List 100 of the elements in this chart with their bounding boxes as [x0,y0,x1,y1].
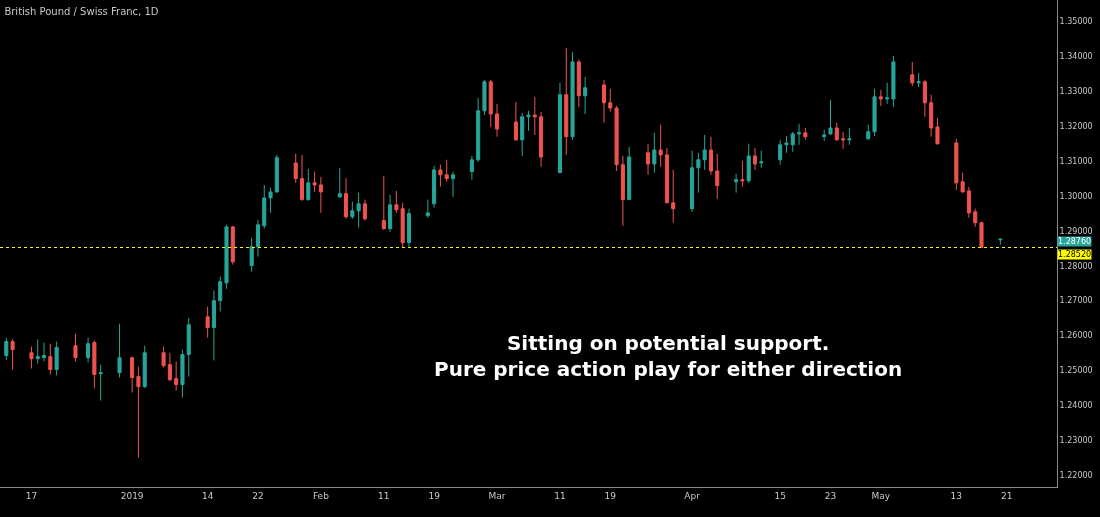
candlestick [614,105,619,172]
candlestick [92,340,97,389]
candlestick [381,175,386,231]
candlestick [910,61,915,87]
candlestick [620,155,625,227]
candlestick [878,89,883,107]
candlestick [54,341,59,376]
candlestick [916,72,921,88]
candlestick [293,153,298,184]
y-tick-label: 1.25000 [1059,366,1093,376]
candlestick [841,131,846,150]
candlestick [746,143,751,184]
candlestick [73,333,78,362]
candlestick [230,225,235,266]
candlestick [167,352,172,382]
y-tick-label: 1.35000 [1059,16,1093,26]
candlestick [885,82,890,105]
candlestick [740,160,745,188]
candlestick [174,360,179,392]
candlestick [734,173,739,194]
candlestick [627,146,632,201]
candlestick [48,343,53,375]
x-tick-label: 17 [25,490,38,501]
candlestick [576,59,581,108]
x-tick-label: 19 [604,490,617,501]
candlestick [526,110,531,132]
x-tick-label: 11 [378,490,390,501]
candlestick [180,349,185,398]
candlestick [495,103,500,138]
candlestick [117,323,122,379]
candlestick [708,136,713,176]
candlestick [211,290,216,361]
candlestick [872,88,877,137]
candlestick [803,127,808,141]
candlestick [822,129,827,142]
y-tick-label: 1.28000 [1059,261,1093,271]
candlestick [759,150,764,169]
candlestick [130,356,135,394]
y-tick-label: 1.27000 [1059,296,1093,306]
candlestick [979,221,984,249]
candlestick [664,147,669,204]
candlestick [652,132,657,174]
candlestick [268,187,273,214]
candlestick [362,199,367,222]
candlestick [488,79,493,128]
candlestick [4,337,9,361]
candlestick [866,124,871,141]
y-tick-label: 1.22000 [1059,471,1093,481]
candlestick [186,317,191,378]
candlestick [476,97,481,163]
y-tick-label: 1.30000 [1059,191,1093,201]
candlestick [671,169,676,224]
y-tick-label: 1.32000 [1059,121,1093,131]
candlestick [98,364,103,402]
candlestick [929,94,934,138]
x-tick-label: 11 [554,490,566,501]
x-tick-label: 21 [1000,490,1013,501]
x-tick-label: 13 [950,490,963,501]
x-tick-label: 14 [201,490,214,501]
candlestick [205,306,210,339]
candlestick [834,122,839,142]
candlestick [450,171,456,198]
x-tick-label: 22 [252,490,264,501]
x-tick-label: 19 [428,490,441,501]
candlestick [935,117,940,146]
candlestick [513,101,518,142]
candlestick [274,154,279,194]
candlestick [337,167,342,199]
y-tick-label: 1.24000 [1059,401,1093,411]
candlestick [646,143,651,176]
candlestick [10,338,15,371]
candlestick [388,194,393,233]
candlestick [469,155,474,181]
y-tick-label: 1.31000 [1059,156,1093,166]
candlestick [570,51,575,141]
candlestick [601,79,607,124]
candlestick [249,237,254,273]
candlestick [142,345,147,389]
y-tick-label: 1.26000 [1059,331,1093,341]
x-tick-label: 15 [774,490,786,501]
candlestick [539,111,544,168]
candlestick [136,366,141,459]
candlestick [690,150,695,213]
x-tick-label: Mar [488,490,506,501]
candlestick [42,342,47,362]
candlestick [299,154,305,202]
candlestick [583,76,588,115]
candlestick [608,88,613,113]
candlestick [86,337,91,364]
candlestick [425,199,430,219]
y-tick-label: 1.29000 [1059,226,1093,236]
candlestick [797,123,802,146]
y-tick-label: 1.33000 [1059,86,1093,96]
candlestick [432,165,437,209]
candlestick [306,168,311,202]
candlestick [922,79,927,118]
candlestick [520,112,525,157]
x-tick-label: Feb [312,490,330,501]
candlestick [790,131,795,153]
candlestick [532,96,537,136]
